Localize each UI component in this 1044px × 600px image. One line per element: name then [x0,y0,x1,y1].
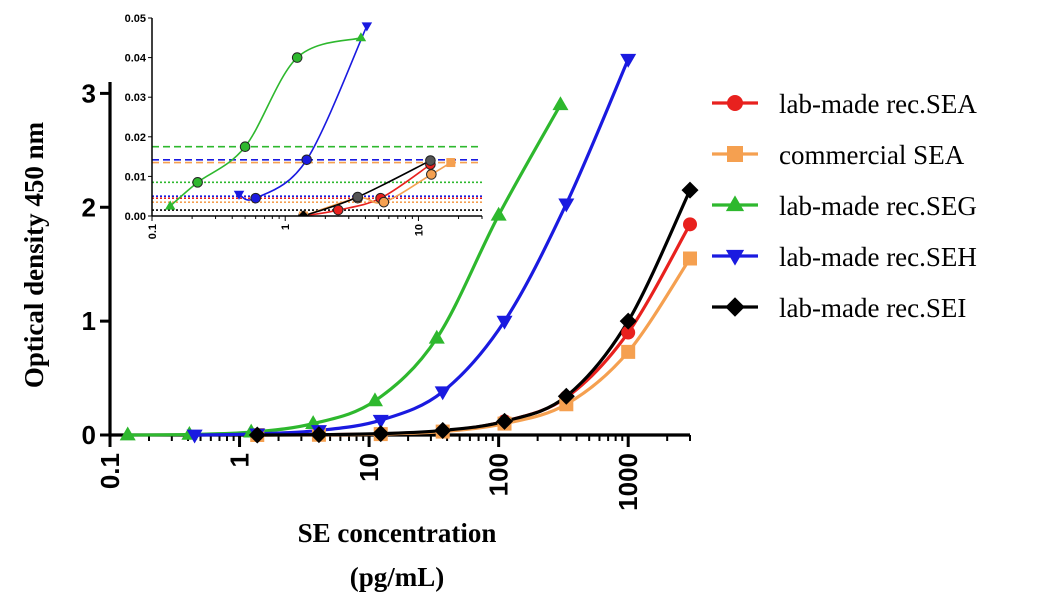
data-point-series-4 [619,312,637,330]
inset-x-tick-label: 0.1 [147,224,159,239]
legend-label-0: lab-made rec.SEA [779,89,977,119]
inset-point-series-3 [426,169,437,180]
inset-point-series-3 [446,158,456,168]
data-point-series-3 [372,414,389,429]
inset-point-series-0 [164,200,176,210]
y-tick-label: 2 [82,192,96,222]
data-point-series-4 [434,421,452,439]
data-point-series-3 [496,315,513,330]
inset-point-series-1 [233,190,245,200]
inset-series-line-2 [303,163,431,216]
inset-x-tick-label: 10 [413,224,425,236]
x-tick-label: 0.1 [95,453,125,489]
inset-point-series-0 [239,141,251,152]
inset-y-tick-label: 0.01 [125,171,146,183]
y-axis-label: Optical density 450 nm [19,121,49,388]
legend-marker-4 [725,297,745,317]
inset-series-line-1 [238,25,368,201]
data-point-series-0 [683,217,697,232]
data-point-series-2 [428,329,445,344]
inset-point-series-3 [378,196,390,208]
inset-point-series-0 [291,52,303,63]
main-plot-area: 0.1 1 10 100 1000 0 1 2 3 [82,53,699,511]
x-axis-label-line2: (pg/mL) [350,562,445,592]
legend-marker-0 [727,95,743,111]
data-point-series-2 [366,392,383,407]
legend-marker-1 [727,146,743,162]
data-point-series-2 [490,206,507,221]
data-point-series-1 [621,344,636,359]
data-point-series-4 [372,425,390,443]
legend-marker-2 [725,195,745,212]
data-point-series-3 [186,429,203,444]
inset-y-tick-label: 0.02 [125,132,146,144]
inset-point-series-4 [425,155,436,166]
inset-background [152,18,482,216]
data-point-series-4 [248,426,266,444]
legend-label-3: lab-made rec.SEH [779,242,977,272]
legend-label-1: commercial SEA [779,140,965,170]
inset-point-series-1 [301,154,313,166]
data-point-series-4 [557,387,575,405]
series-line-4 [257,189,692,437]
data-point-series-4 [496,412,514,430]
data-point-series-2 [119,426,136,441]
data-point-series-3 [434,386,451,401]
inset-series-line-0 [169,37,362,207]
legend-marker-3 [725,249,745,266]
data-point-series-1 [683,251,697,266]
y-tick-label: 0 [82,420,96,450]
x-tick-label: 10 [354,453,384,482]
inset-x-tick-label: 1 [280,224,292,230]
inset-y-tick-label: 0.03 [125,92,146,104]
inset-plot-area: 0.1 1 10 0.00 0.01 0.02 0.03 0.04 0.05 [125,13,483,239]
data-point-series-4 [310,426,328,444]
legend-label-4: lab-made rec.SEI [779,293,966,323]
data-point-series-3 [558,198,575,213]
inset-point-series-4 [297,210,309,216]
inset-point-series-0 [192,177,203,188]
legend-label-2: lab-made rec.SEG [779,191,977,221]
inset-y-tick-label: 0.00 [125,211,146,223]
data-point-series-4 [681,181,699,199]
legend: lab-made rec.SEA commercial SEA lab-made r… [712,89,977,323]
inset-y-tick-label: 0.05 [125,13,146,25]
x-axis-label-line1: SE concentration [298,518,497,548]
inset-point-series-4 [352,191,363,203]
inset-point-series-0 [355,32,367,42]
y-tick-label: 1 [82,306,96,336]
data-point-series-3 [620,53,637,68]
inset-point-series-1 [250,192,261,204]
inset-point-series-2 [332,204,344,216]
x-tick-label: 100 [484,453,514,496]
data-point-series-2 [552,96,569,111]
y-tick-label: 3 [82,78,96,108]
inset-point-series-1 [361,22,373,32]
x-tick-label: 1000 [613,453,643,511]
inset-y-tick-label: 0.04 [125,53,147,65]
x-tick-label: 1 [225,453,255,467]
